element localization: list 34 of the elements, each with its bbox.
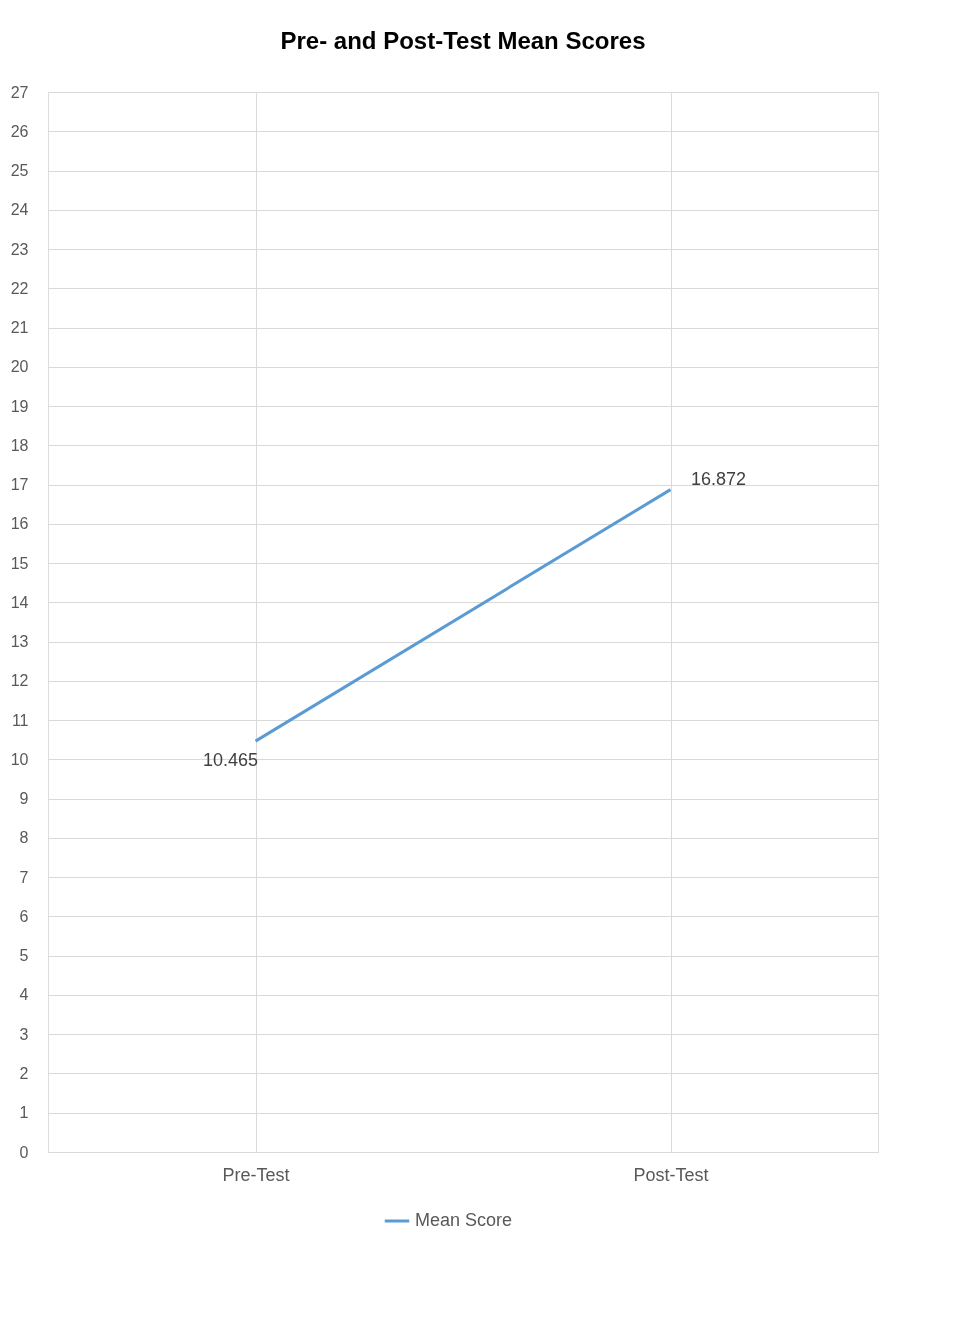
y-tick-label: 13 — [10, 633, 29, 651]
y-tick-label: 4 — [19, 986, 29, 1004]
y-tick-label: 19 — [10, 397, 29, 415]
y-tick-label: 20 — [10, 358, 29, 376]
y-tick-label: 12 — [10, 672, 29, 690]
y-tick-label: 27 — [10, 83, 29, 101]
y-tick-label: 11 — [11, 711, 29, 729]
y-tick-label: 16 — [10, 515, 29, 533]
data-label: 16.872 — [690, 468, 747, 489]
y-tick-label: 0 — [19, 1143, 29, 1161]
y-tick-label: 22 — [10, 279, 29, 297]
y-tick-label: 1 — [19, 1104, 29, 1122]
y-tick-label: 25 — [10, 162, 29, 180]
y-tick-label: 23 — [10, 240, 29, 258]
y-tick-label: 6 — [19, 907, 29, 925]
y-tick-label: 21 — [10, 319, 29, 337]
y-tick-label: 3 — [19, 1025, 29, 1043]
y-tick-label: 17 — [10, 476, 29, 494]
data-label: 10.465 — [202, 750, 259, 771]
y-tick-label: 15 — [10, 554, 29, 572]
y-tick-label: 24 — [10, 201, 29, 219]
y-tick-label: 9 — [19, 790, 29, 808]
x-tick-label: Post-Test — [633, 1164, 709, 1185]
legend-label: Mean Score — [415, 1210, 513, 1230]
y-tick-label: 18 — [10, 436, 29, 454]
y-tick-label: 5 — [19, 947, 29, 965]
x-tick-label: Pre-Test — [222, 1164, 290, 1185]
y-tick-label: 8 — [19, 829, 29, 847]
y-tick-label: 14 — [10, 593, 29, 611]
y-tick-label: 26 — [10, 122, 29, 140]
y-tick-label: 10 — [10, 750, 29, 768]
y-tick-label: 2 — [19, 1064, 29, 1082]
chart-title: Pre- and Post-Test Mean Scores — [280, 27, 646, 54]
y-tick-label: 7 — [19, 868, 29, 886]
